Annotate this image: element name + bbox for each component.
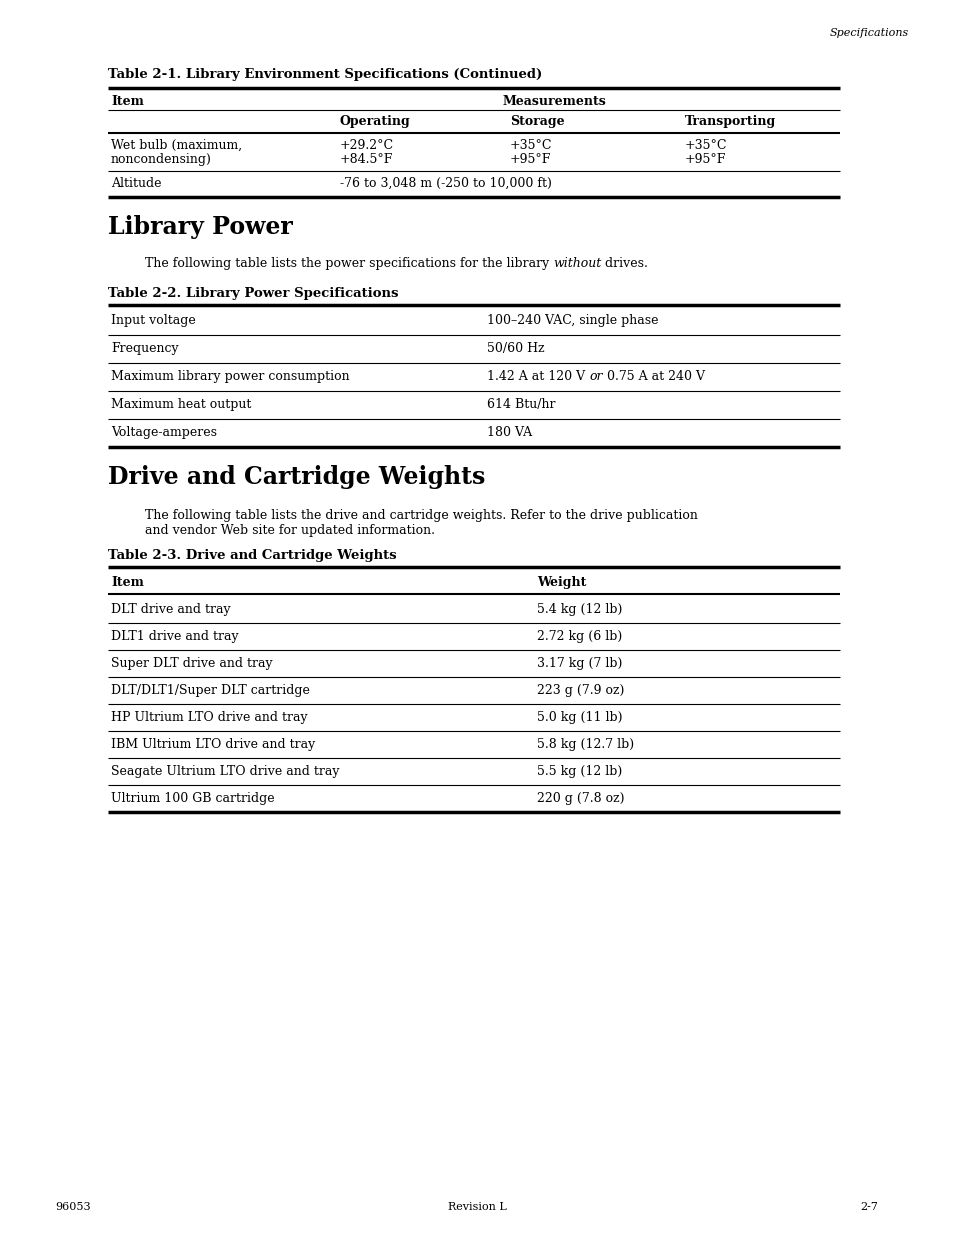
Text: +95°F: +95°F bbox=[510, 153, 551, 165]
Text: 5.8 kg (12.7 lb): 5.8 kg (12.7 lb) bbox=[537, 739, 634, 751]
Text: 220 g (7.8 oz): 220 g (7.8 oz) bbox=[537, 792, 624, 805]
Text: 5.4 kg (12 lb): 5.4 kg (12 lb) bbox=[537, 603, 621, 616]
Text: 180 VA: 180 VA bbox=[486, 426, 532, 438]
Text: Table 2-1. Library Environment Specifications (Continued): Table 2-1. Library Environment Specifica… bbox=[108, 68, 541, 82]
Text: 0.75 A at 240 V: 0.75 A at 240 V bbox=[602, 370, 704, 383]
Text: 50/60 Hz: 50/60 Hz bbox=[486, 342, 544, 354]
Text: 614 Btu/hr: 614 Btu/hr bbox=[486, 398, 555, 411]
Text: HP Ultrium LTO drive and tray: HP Ultrium LTO drive and tray bbox=[111, 711, 307, 724]
Text: 100–240 VAC, single phase: 100–240 VAC, single phase bbox=[486, 314, 658, 327]
Text: DLT drive and tray: DLT drive and tray bbox=[111, 603, 231, 616]
Text: 1.42 A at 120 V: 1.42 A at 120 V bbox=[486, 370, 589, 383]
Text: Voltage-amperes: Voltage-amperes bbox=[111, 426, 216, 438]
Text: Weight: Weight bbox=[537, 576, 586, 589]
Text: IBM Ultrium LTO drive and tray: IBM Ultrium LTO drive and tray bbox=[111, 739, 314, 751]
Text: Seagate Ultrium LTO drive and tray: Seagate Ultrium LTO drive and tray bbox=[111, 764, 339, 778]
Text: +95°F: +95°F bbox=[684, 153, 725, 165]
Text: Maximum library power consumption: Maximum library power consumption bbox=[111, 370, 349, 383]
Text: and vendor Web site for updated information.: and vendor Web site for updated informat… bbox=[145, 524, 435, 537]
Text: Drive and Cartridge Weights: Drive and Cartridge Weights bbox=[108, 466, 485, 489]
Text: Item: Item bbox=[111, 95, 144, 107]
Text: Altitude: Altitude bbox=[111, 177, 161, 190]
Text: Maximum heat output: Maximum heat output bbox=[111, 398, 251, 411]
Text: DLT1 drive and tray: DLT1 drive and tray bbox=[111, 630, 238, 643]
Text: -76 to 3,048 m (-250 to 10,000 ft): -76 to 3,048 m (-250 to 10,000 ft) bbox=[339, 177, 551, 190]
Text: Library Power: Library Power bbox=[108, 215, 293, 240]
Text: Item: Item bbox=[111, 576, 144, 589]
Text: 5.0 kg (11 lb): 5.0 kg (11 lb) bbox=[537, 711, 622, 724]
Text: 96053: 96053 bbox=[55, 1202, 91, 1212]
Text: Super DLT drive and tray: Super DLT drive and tray bbox=[111, 657, 273, 671]
Text: without: without bbox=[553, 257, 601, 270]
Text: Transporting: Transporting bbox=[684, 115, 776, 128]
Text: Ultrium 100 GB cartridge: Ultrium 100 GB cartridge bbox=[111, 792, 274, 805]
Text: Table 2-2. Library Power Specifications: Table 2-2. Library Power Specifications bbox=[108, 287, 398, 300]
Text: 2.72 kg (6 lb): 2.72 kg (6 lb) bbox=[537, 630, 621, 643]
Text: Revision L: Revision L bbox=[447, 1202, 506, 1212]
Text: Table 2-3. Drive and Cartridge Weights: Table 2-3. Drive and Cartridge Weights bbox=[108, 550, 396, 562]
Text: 2-7: 2-7 bbox=[859, 1202, 877, 1212]
Text: DLT/DLT1/Super DLT cartridge: DLT/DLT1/Super DLT cartridge bbox=[111, 684, 310, 697]
Text: drives.: drives. bbox=[601, 257, 648, 270]
Text: 5.5 kg (12 lb): 5.5 kg (12 lb) bbox=[537, 764, 621, 778]
Text: Storage: Storage bbox=[510, 115, 564, 128]
Text: +29.2°C: +29.2°C bbox=[339, 140, 394, 152]
Text: or: or bbox=[589, 370, 602, 383]
Text: Frequency: Frequency bbox=[111, 342, 178, 354]
Text: +35°C: +35°C bbox=[684, 140, 727, 152]
Text: +35°C: +35°C bbox=[510, 140, 552, 152]
Text: Operating: Operating bbox=[339, 115, 411, 128]
Text: Measurements: Measurements bbox=[501, 95, 605, 107]
Text: Wet bulb (maximum,: Wet bulb (maximum, bbox=[111, 140, 242, 152]
Text: The following table lists the drive and cartridge weights. Refer to the drive pu: The following table lists the drive and … bbox=[145, 509, 698, 522]
Text: The following table lists the power specifications for the library: The following table lists the power spec… bbox=[145, 257, 553, 270]
Text: noncondensing): noncondensing) bbox=[111, 153, 212, 165]
Text: Input voltage: Input voltage bbox=[111, 314, 195, 327]
Text: Specifications: Specifications bbox=[829, 28, 908, 38]
Text: 223 g (7.9 oz): 223 g (7.9 oz) bbox=[537, 684, 623, 697]
Text: 3.17 kg (7 lb): 3.17 kg (7 lb) bbox=[537, 657, 621, 671]
Text: +84.5°F: +84.5°F bbox=[339, 153, 393, 165]
